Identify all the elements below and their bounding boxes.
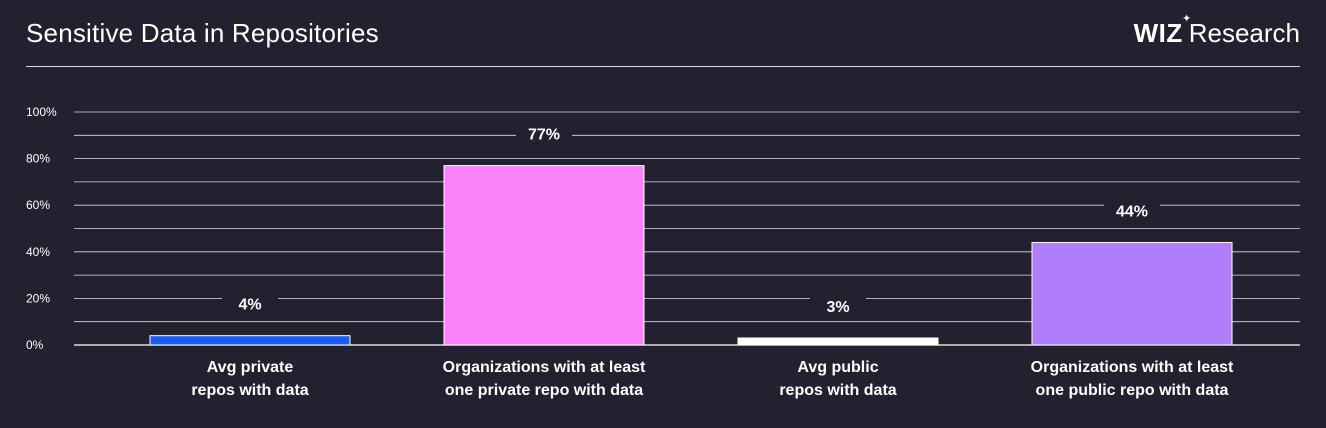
chart-title: Sensitive Data in Repositories bbox=[26, 18, 379, 48]
category-label: Avg private bbox=[207, 359, 294, 376]
bar bbox=[737, 337, 939, 346]
wiz-research-logo: WIZ ✦ Research bbox=[1133, 13, 1300, 49]
category-label: repos with data bbox=[191, 382, 308, 399]
category-label: one private repo with data bbox=[445, 382, 643, 399]
y-tick-label: 40% bbox=[26, 245, 50, 259]
y-tick-label: 60% bbox=[26, 198, 50, 212]
y-tick-label: 20% bbox=[26, 291, 50, 305]
bar bbox=[1031, 241, 1233, 346]
sparkle-icon: ✦ bbox=[1182, 13, 1192, 25]
category-label: Organizations with at least bbox=[443, 359, 646, 376]
y-tick-label: 100% bbox=[26, 105, 57, 119]
logo-suffix-text: Research bbox=[1188, 18, 1300, 48]
data-label-background bbox=[810, 297, 866, 318]
category-label: repos with data bbox=[779, 382, 896, 399]
y-tick-label: 0% bbox=[26, 338, 44, 352]
category-label: Avg public bbox=[797, 359, 878, 376]
logo-brand-text: WIZ bbox=[1133, 18, 1183, 48]
data-label-background bbox=[1104, 201, 1160, 222]
data-label: 44% bbox=[1116, 203, 1148, 220]
data-label: 3% bbox=[826, 299, 849, 316]
category-label: one public repo with data bbox=[1036, 382, 1229, 399]
data-label: 4% bbox=[238, 297, 261, 314]
category-label: Organizations with at least bbox=[1031, 359, 1234, 376]
y-tick-label: 80% bbox=[26, 152, 50, 166]
bar bbox=[443, 165, 645, 346]
data-label: 77% bbox=[528, 127, 560, 144]
data-label-background bbox=[222, 294, 278, 315]
header-divider bbox=[26, 66, 1300, 67]
bar bbox=[149, 335, 351, 346]
data-label-background bbox=[516, 124, 572, 145]
